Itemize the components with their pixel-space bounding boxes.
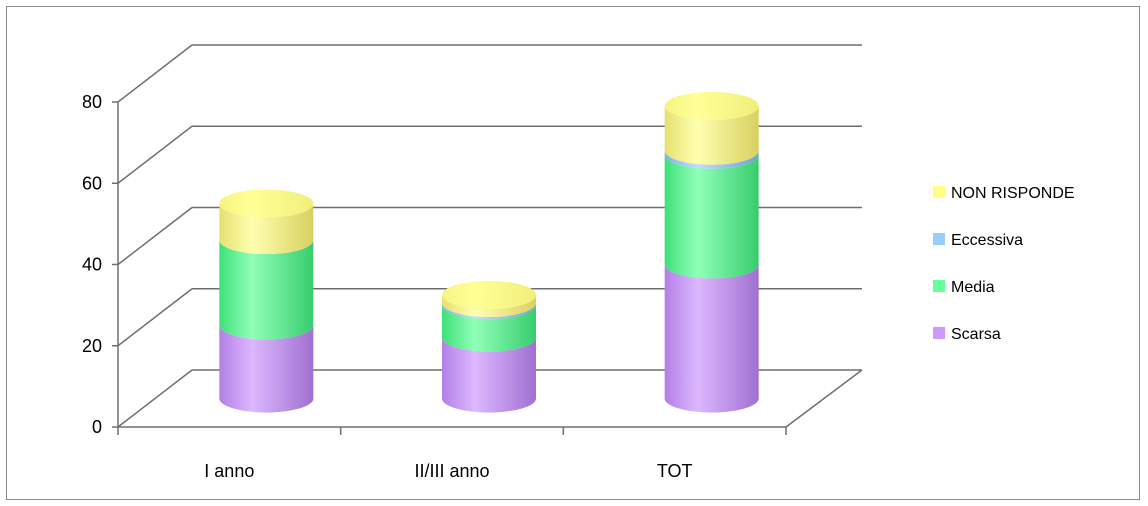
legend: NON RISPONDE Eccessiva Media Scarsa (933, 185, 1075, 343)
bar-top-shade (219, 189, 314, 218)
legend-label: Eccessiva (951, 232, 1023, 249)
legend-swatch (933, 186, 945, 198)
bar-segment (664, 154, 759, 279)
bar-segment (442, 337, 536, 413)
legend-label: Scarsa (951, 326, 1001, 343)
gridline-diagonal (117, 44, 193, 103)
gridline-diagonal (117, 125, 193, 184)
y-tick-label: 40 (82, 255, 102, 275)
bar-segment (219, 325, 314, 413)
bars (219, 92, 759, 413)
legend-label: NON RISPONDE (951, 185, 1075, 202)
gridline-diagonal (117, 369, 193, 428)
bar-segment (664, 264, 759, 413)
bar-top-shade (664, 92, 759, 120)
chart-frame (6, 6, 1140, 500)
bar-segment (664, 150, 759, 169)
y-tick-label: 0 (92, 417, 102, 437)
gridline-diagonal (117, 288, 193, 347)
x-tick-label: I anno (204, 461, 254, 481)
x-tick-label: II/III anno (414, 461, 489, 481)
y-tick-label: 20 (82, 336, 102, 356)
bar-segment (219, 240, 314, 340)
legend-label: Media (951, 279, 995, 296)
bar-top-shade (442, 280, 536, 309)
bar-segment (219, 203, 314, 255)
y-tick-label: 60 (82, 173, 102, 193)
legend-swatch (933, 233, 945, 245)
y-tick-label: 80 (82, 92, 102, 112)
bar-segment (664, 106, 759, 165)
gridline-diagonal (117, 206, 193, 266)
legend-swatch (933, 327, 945, 339)
bar-segment (442, 305, 536, 352)
x-tick-label: TOT (657, 461, 693, 481)
legend-swatch (933, 280, 945, 292)
axes: 0 20 40 60 80 I anno II/III anno TOT (82, 92, 787, 481)
bar-segment (442, 294, 536, 318)
floor-edge (785, 369, 863, 428)
